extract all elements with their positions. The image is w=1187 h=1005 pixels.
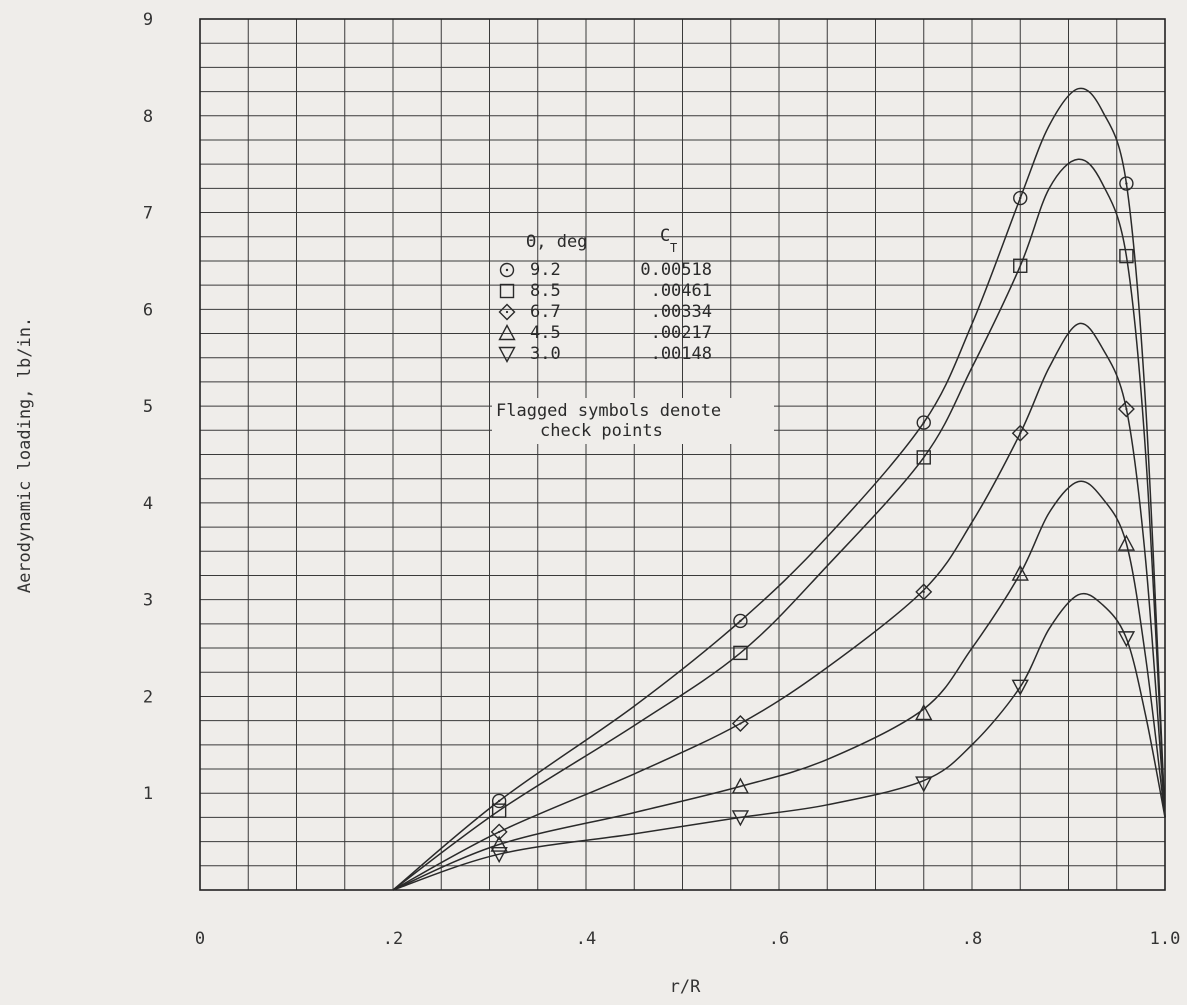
y-tick-label: 6	[143, 300, 153, 320]
y-tick-label: 4	[143, 494, 153, 514]
data-point-circle-dot	[739, 619, 742, 623]
legend-ct-subscript: T	[670, 241, 677, 255]
data-point-diamond-dot	[1019, 432, 1022, 435]
legend-symbol-circle-dot	[505, 268, 509, 272]
data-point-triangle-up	[490, 835, 508, 852]
legend-rows: 9.2 0.00518 8.5 .00461 6.7 .00334 4.5 .00217 3.0…	[498, 260, 712, 364]
legend-theta-value: 4.5	[530, 323, 561, 343]
x-axis-title: r/R	[670, 977, 701, 997]
y-axis-title: Aerodynamic loading, lb/in.	[15, 317, 35, 593]
legend-symbol-triangle-up	[498, 324, 516, 341]
data-point-circle	[491, 793, 507, 809]
legend-ct-value: .00334	[651, 302, 712, 322]
legend-ct-value: 0.00518	[640, 260, 712, 280]
y-tick-label: 2	[143, 687, 153, 707]
legend-theta-value: 6.7	[530, 302, 561, 322]
data-point-circle	[1119, 176, 1134, 191]
data-point-diamond-dot	[1125, 407, 1128, 411]
data-point-diamond	[731, 715, 749, 733]
y-tick-label: 9	[143, 10, 153, 30]
legend-theta-header: Θ, deg	[526, 232, 587, 252]
y-tick-label: 5	[143, 397, 153, 417]
legend-symbol-diamond	[498, 303, 516, 321]
legend-theta-value: 3.0	[530, 344, 561, 364]
series-curves	[392, 87, 1166, 891]
data-point-triangle-up	[731, 777, 750, 794]
data-point-diamond-dot	[922, 590, 925, 594]
x-tick-label: .6	[769, 929, 789, 949]
data-point-triangle-down	[1011, 679, 1029, 696]
data-point-diamond	[1011, 424, 1029, 442]
data-point-circle-dot	[497, 799, 501, 803]
x-tick-labels: 0 .2 .4 .6 .8 1.0	[195, 929, 1180, 949]
legend-theta-value: 8.5	[530, 281, 561, 301]
legend-symbol-triangle-down	[498, 346, 516, 363]
series-curve-diamond	[392, 322, 1166, 891]
legend-ct-header: C	[660, 226, 670, 246]
data-point-diamond	[490, 823, 508, 841]
data-point-square	[491, 803, 507, 818]
series-markers	[490, 176, 1136, 864]
legend-symbol-square	[499, 283, 515, 299]
series-curve-square	[392, 158, 1166, 891]
data-point-diamond	[1117, 400, 1135, 418]
x-tick-label: 1.0	[1150, 929, 1181, 949]
data-point-square	[916, 450, 931, 465]
legend-header-theta: Θ, deg	[526, 232, 587, 252]
data-point-circle	[733, 613, 748, 629]
x-tick-label: 0	[195, 929, 205, 949]
data-point-square	[1013, 258, 1028, 273]
plot-frame	[199, 18, 1166, 891]
data-point-circle-dot	[1019, 196, 1022, 200]
y-tick-labels: 1 2 3 4 5 6 7 8 9	[143, 10, 153, 804]
x-tick-label: .2	[383, 929, 403, 949]
grid	[200, 19, 1165, 890]
series-curve-triangle-down	[392, 592, 1166, 891]
data-point-triangle-up	[1011, 564, 1029, 581]
data-point-triangle-up	[915, 703, 933, 721]
y-tick-label: 8	[143, 107, 153, 127]
legend-ct-value: .00461	[651, 281, 712, 301]
data-point-triangle-up	[1117, 534, 1136, 551]
legend-note-line2: check points	[540, 421, 663, 441]
data-point-triangle-down	[731, 810, 750, 827]
data-point-diamond-dot	[498, 830, 501, 834]
data-point-diamond-dot	[739, 722, 742, 725]
data-point-circle-dot	[1125, 182, 1128, 185]
data-point-diamond	[915, 583, 933, 601]
series-curve-circle	[392, 87, 1166, 891]
data-point-circle	[916, 415, 931, 430]
data-point-square	[733, 645, 748, 661]
legend-ct-value: .00217	[651, 323, 712, 343]
data-point-square	[1119, 248, 1134, 264]
legend-symbol-diamond-dot	[505, 310, 509, 314]
legend-note-line1: Flagged symbols denote	[496, 401, 721, 421]
x-tick-label: .4	[576, 929, 596, 949]
y-tick-label: 7	[143, 204, 153, 224]
y-tick-label: 1	[143, 784, 153, 804]
legend-ct-value: .00148	[651, 344, 712, 364]
data-point-triangle-down	[915, 776, 933, 793]
data-point-triangle-down	[490, 846, 508, 864]
data-point-circle-dot	[922, 421, 925, 424]
legend-note-backdrop	[492, 398, 774, 444]
legend-theta-value: 9.2	[530, 260, 561, 280]
data-point-circle	[1013, 190, 1028, 206]
y-tick-label: 3	[143, 591, 153, 611]
legend-symbol-circle	[499, 262, 515, 278]
legend: Θ, deg C T 9.2 0.00518 8.5 .00461 6.7 .00334 4…	[492, 226, 774, 444]
x-tick-label: .8	[962, 929, 982, 949]
data-point-triangle-down	[1117, 631, 1136, 648]
